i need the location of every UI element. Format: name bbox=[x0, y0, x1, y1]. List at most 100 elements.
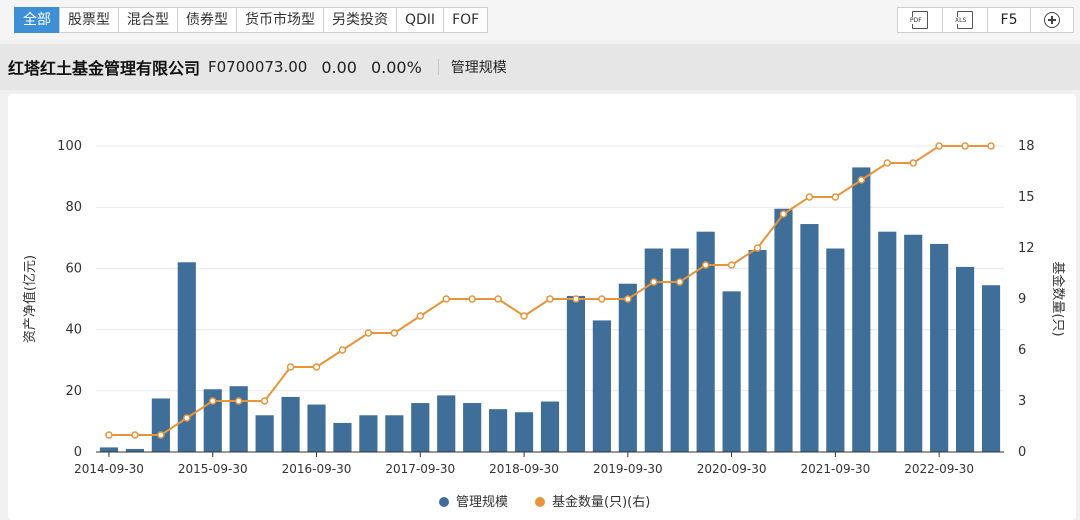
line-point bbox=[157, 431, 165, 439]
line-point bbox=[650, 278, 658, 286]
line-point bbox=[831, 193, 840, 201]
bar bbox=[644, 248, 663, 452]
line-point bbox=[961, 142, 969, 150]
bar bbox=[229, 386, 248, 452]
bar bbox=[981, 285, 1001, 452]
y2-tick-label: 9 bbox=[1018, 292, 1026, 307]
bar bbox=[463, 403, 482, 452]
bar bbox=[722, 291, 741, 452]
bar bbox=[437, 395, 456, 452]
line-point bbox=[260, 397, 269, 405]
bar bbox=[489, 409, 508, 452]
line-point bbox=[520, 312, 528, 320]
line-point bbox=[779, 210, 788, 218]
bar bbox=[904, 234, 923, 452]
toolbar: 全部 股票型 混合型 债券型 货币市场型 另类投资 QDII FOF PDF X… bbox=[0, 0, 1080, 40]
line-point bbox=[546, 295, 554, 303]
bar bbox=[125, 448, 144, 452]
line-point bbox=[727, 261, 736, 269]
bar bbox=[333, 422, 352, 452]
bar bbox=[956, 266, 975, 452]
legend-line-marker bbox=[535, 497, 545, 507]
line-point bbox=[442, 295, 450, 303]
x-tick-label: 2015-09-30 bbox=[178, 462, 248, 476]
tab-fof[interactable]: FOF bbox=[443, 7, 489, 33]
x-tick-label: 2018-09-30 bbox=[489, 462, 559, 476]
bar bbox=[307, 404, 326, 452]
y2-tick-label: 15 bbox=[1018, 190, 1035, 205]
bar bbox=[281, 396, 300, 452]
tab-money-market[interactable]: 货币市场型 bbox=[236, 7, 324, 33]
tab-all[interactable]: 全部 bbox=[14, 7, 60, 33]
pdf-icon: PDF bbox=[909, 11, 928, 29]
add-button[interactable] bbox=[1030, 7, 1074, 33]
y2-tick-label: 18 bbox=[1018, 139, 1035, 154]
line-point bbox=[675, 278, 684, 286]
toolbar-actions: PDF XLS F5 bbox=[897, 7, 1074, 33]
line-point bbox=[909, 159, 917, 167]
bar bbox=[852, 167, 871, 453]
line-point bbox=[701, 261, 710, 269]
export-xls-button[interactable]: XLS bbox=[942, 7, 988, 33]
line-point bbox=[468, 295, 476, 303]
y-tick-label: 20 bbox=[65, 384, 82, 399]
bar bbox=[385, 415, 404, 452]
bar bbox=[618, 283, 637, 452]
bar bbox=[670, 248, 689, 452]
x-tick-label: 2017-09-30 bbox=[385, 462, 455, 476]
bar bbox=[540, 401, 560, 452]
legend-bar-label: 管理规模 bbox=[456, 495, 508, 510]
company-code: F0700073.00 bbox=[208, 58, 308, 76]
line-point bbox=[286, 363, 295, 371]
tab-alternative[interactable]: 另类投资 bbox=[323, 7, 397, 33]
bar bbox=[151, 398, 170, 452]
refresh-button[interactable]: F5 bbox=[987, 7, 1031, 33]
bar bbox=[748, 250, 767, 452]
line-point bbox=[183, 414, 191, 422]
y2-axis-title: 基金数量(只) bbox=[1050, 261, 1066, 336]
chart-panel: 0 20 40 60 80 100 0 3 6 9 12 15 18 2014-09-30 2015-09-… bbox=[8, 94, 1076, 520]
y-tick-label: 60 bbox=[65, 261, 82, 276]
line-point bbox=[624, 295, 632, 303]
y-axis-title: 资产净值(亿元) bbox=[22, 255, 38, 343]
line-point bbox=[987, 142, 995, 150]
bar bbox=[826, 248, 845, 452]
bar bbox=[878, 231, 897, 452]
y2-tick-label: 6 bbox=[1018, 343, 1026, 358]
legend-line-label: 基金数量(只)(右) bbox=[552, 494, 650, 510]
line-point bbox=[105, 431, 113, 439]
bar bbox=[592, 320, 611, 452]
metric-label: 管理规模 bbox=[450, 60, 507, 76]
x-tick-label: 2014-09-30 bbox=[74, 462, 144, 476]
line-point bbox=[208, 397, 217, 405]
export-pdf-button[interactable]: PDF bbox=[897, 7, 943, 33]
divider bbox=[437, 59, 439, 75]
x-tick-label: 2021-09-30 bbox=[800, 462, 870, 476]
y2-tick-label: 12 bbox=[1018, 241, 1035, 256]
bar bbox=[514, 412, 534, 452]
tab-qdii[interactable]: QDII bbox=[396, 7, 445, 33]
line-point bbox=[416, 312, 425, 320]
bar bbox=[774, 208, 793, 452]
bar bbox=[359, 415, 378, 452]
line-point bbox=[338, 346, 347, 354]
bar bbox=[930, 243, 949, 452]
company-name: 红塔红土基金管理有限公司 bbox=[8, 59, 201, 78]
tab-bond[interactable]: 债券型 bbox=[177, 7, 237, 33]
percent-readout: 0.00% bbox=[370, 57, 422, 77]
line-point bbox=[364, 329, 373, 337]
tab-equity[interactable]: 股票型 bbox=[59, 7, 119, 33]
tab-hybrid[interactable]: 混合型 bbox=[118, 7, 178, 33]
line-point bbox=[805, 193, 814, 201]
bar bbox=[566, 295, 586, 452]
x-tick-label: 2019-09-30 bbox=[593, 462, 663, 476]
xls-icon-label: XLS bbox=[954, 17, 968, 24]
bar bbox=[800, 224, 819, 452]
line-point bbox=[935, 142, 943, 150]
fund-type-tabs: 全部 股票型 混合型 债券型 货币市场型 另类投资 QDII FOF bbox=[14, 7, 489, 33]
line-point bbox=[572, 295, 580, 303]
bar bbox=[99, 447, 119, 452]
y-tick-label: 40 bbox=[65, 323, 82, 338]
y-tick-label: 0 bbox=[74, 445, 82, 460]
line-point bbox=[390, 329, 399, 337]
